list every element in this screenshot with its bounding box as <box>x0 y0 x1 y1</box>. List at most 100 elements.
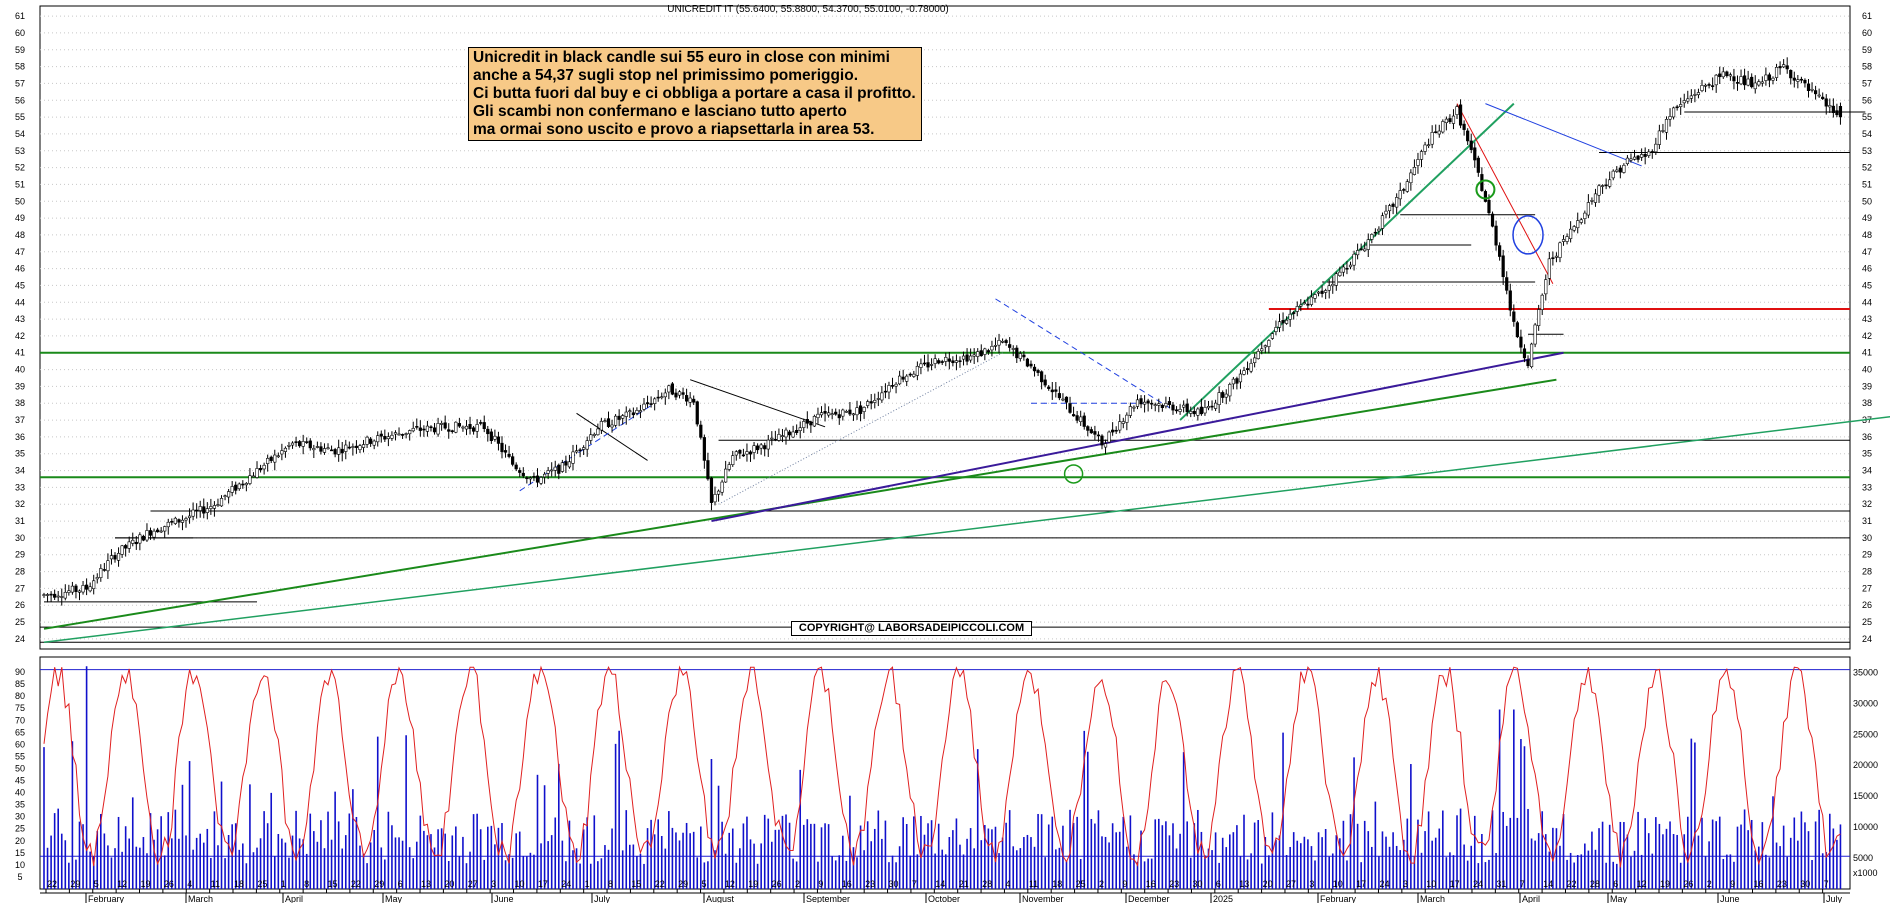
candle-body <box>585 440 589 450</box>
x-day-label: 27 <box>1286 879 1296 889</box>
candle-body <box>400 434 405 436</box>
candle-body <box>141 535 146 541</box>
candle-body <box>411 428 415 432</box>
candle-body <box>1132 406 1136 409</box>
candle-body <box>780 435 785 437</box>
candle-body <box>443 422 447 429</box>
candle-body <box>1086 426 1090 431</box>
candle-body <box>1313 294 1317 299</box>
x-month-label: May <box>385 894 403 903</box>
candle-body <box>553 466 557 471</box>
candle-body <box>422 428 426 431</box>
price-tick-label: 38 <box>15 398 25 408</box>
candle-body <box>1416 159 1420 166</box>
candle-body <box>138 534 142 544</box>
green-circle-marker <box>1063 464 1084 484</box>
candle-body <box>539 477 543 484</box>
trendline <box>689 379 826 428</box>
candle-body <box>1263 345 1267 348</box>
price-tick-label: 40 <box>1862 365 1872 375</box>
x-month-label: May <box>1610 894 1628 903</box>
candle-body <box>1050 389 1054 393</box>
price-tick-label: 56 <box>1862 95 1872 105</box>
trendline <box>1485 103 1642 167</box>
x-day-label: 8 <box>304 879 309 889</box>
oscillator-tick-label: 40 <box>15 788 25 798</box>
oscillator-tick-label: 70 <box>15 715 25 725</box>
candle-body <box>1537 309 1541 327</box>
candle-body <box>432 427 437 433</box>
candle-body <box>514 464 518 470</box>
candle-body <box>1292 312 1296 314</box>
candle-body <box>134 541 138 545</box>
price-tick-label: 27 <box>1862 583 1872 593</box>
candle-body <box>106 560 110 572</box>
candle-body <box>49 593 53 596</box>
oscillator-tick-label: 35 <box>15 800 25 810</box>
candle-body <box>1487 199 1491 214</box>
candle-body <box>898 375 902 385</box>
price-tick-label: 34 <box>15 466 25 476</box>
candle-body <box>1238 373 1243 383</box>
x-day-label: 10 <box>1333 879 1343 889</box>
candle-body <box>883 390 888 393</box>
candle-body <box>670 383 675 395</box>
candle-body <box>234 484 238 491</box>
x-day-label: 14 <box>1543 879 1553 889</box>
candle-body <box>610 424 614 428</box>
candle-body <box>1739 76 1743 85</box>
candle-body <box>1689 95 1693 99</box>
x-month-label: June <box>494 894 514 903</box>
oscillator-tick-label: 90 <box>15 667 25 677</box>
candle-body <box>1373 231 1377 234</box>
candle-body <box>990 345 994 351</box>
candle-body <box>379 433 383 437</box>
price-tick-label: 57 <box>15 78 25 88</box>
candle-body <box>1004 340 1008 343</box>
candle-body <box>819 412 824 416</box>
candle-body <box>876 398 880 400</box>
candle-body <box>1040 371 1044 383</box>
x-day-label: 28 <box>982 879 992 889</box>
candle-body <box>773 438 777 441</box>
candle-body <box>1778 66 1782 69</box>
oscillator-tick-label: 20 <box>15 836 25 846</box>
candle-body <box>1625 157 1630 164</box>
price-tick-label: 48 <box>1862 230 1872 240</box>
candle-body <box>1600 185 1605 187</box>
candle-body <box>227 491 231 498</box>
x-day-label: 4 <box>187 879 192 889</box>
candle-body <box>603 420 607 422</box>
x-day-label: 19 <box>748 879 758 889</box>
x-day-label: 14 <box>935 879 945 889</box>
x-day-label: 24 <box>1379 879 1389 889</box>
price-tick-label: 42 <box>1862 331 1872 341</box>
x-day-label: 13 <box>421 879 431 889</box>
candle-body <box>1657 130 1661 145</box>
price-tick-label: 60 <box>1862 28 1872 38</box>
candle-body <box>933 358 937 364</box>
candle-body <box>1711 85 1715 87</box>
candle-body <box>1632 156 1637 160</box>
oscillator-series <box>43 665 1841 868</box>
candle-body <box>649 403 653 405</box>
candle-body <box>674 392 678 398</box>
x-month-label: July <box>1826 894 1843 903</box>
candle-body <box>1682 100 1686 104</box>
candle-body <box>944 356 948 362</box>
x-day-label: 29 <box>70 879 80 889</box>
x-day-label: 23 <box>1169 879 1179 889</box>
price-tick-label: 26 <box>15 600 25 610</box>
candle-body <box>1281 320 1285 324</box>
candle-body <box>1206 406 1211 409</box>
candle-body <box>1231 378 1235 385</box>
candle-body <box>1803 79 1807 84</box>
candle-body <box>1476 157 1480 173</box>
x-month-label: 2025 <box>1213 894 1233 903</box>
candle-body <box>901 376 905 380</box>
candle-body <box>1462 123 1466 130</box>
candle-body <box>1260 348 1264 352</box>
candle-body <box>734 451 738 456</box>
candle-body <box>1150 402 1154 405</box>
volume-tick-label: 5000 <box>1853 853 1873 863</box>
